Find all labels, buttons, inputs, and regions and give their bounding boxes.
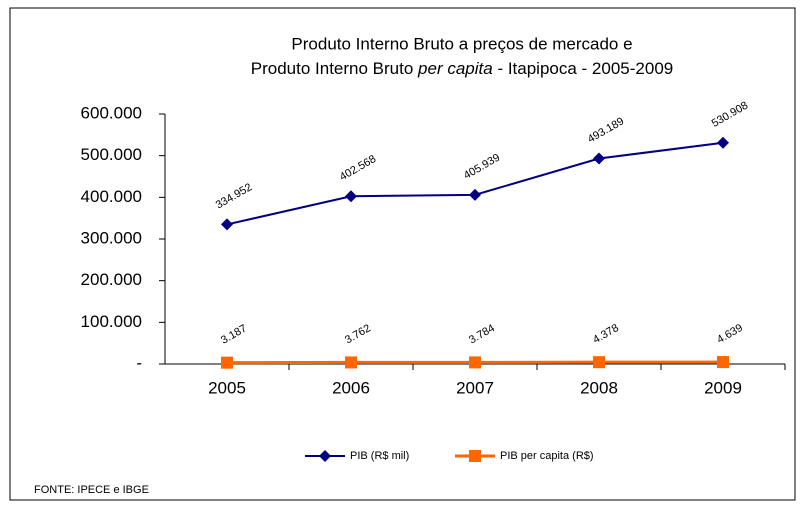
y-tick-label: 200.000 — [81, 270, 142, 289]
data-point — [717, 136, 729, 149]
data-point — [221, 218, 233, 231]
legend-marker — [469, 450, 481, 462]
data-point — [345, 356, 357, 369]
legend-marker — [319, 450, 331, 462]
chart-title: Produto Interno Bruto per capita - Itapi… — [251, 59, 673, 78]
data-point — [593, 356, 605, 369]
y-tick-label: - — [136, 353, 142, 372]
title-part: per capita — [417, 59, 493, 78]
y-tick-label: 500.000 — [81, 145, 142, 164]
data-point — [469, 356, 481, 369]
y-tick-label: 100.000 — [81, 312, 142, 331]
legend-label: PIB (R$ mil) — [350, 450, 409, 462]
y-tick-label: 400.000 — [81, 187, 142, 206]
y-tick-label: 600.000 — [81, 103, 142, 122]
title-part: Produto Interno Bruto — [251, 59, 414, 78]
data-point — [221, 356, 233, 369]
x-tick-label: 2008 — [580, 378, 618, 397]
source-note: FONTE: IPECE e IBGE — [34, 484, 149, 496]
data-point — [717, 356, 729, 369]
x-tick-label: 2007 — [456, 378, 494, 397]
y-tick-label: 300.000 — [81, 228, 142, 247]
x-tick-label: 2006 — [332, 378, 370, 397]
data-point — [469, 188, 481, 201]
data-point — [345, 190, 357, 203]
legend-label: PIB per capita (R$) — [500, 450, 594, 462]
chart-border — [9, 7, 796, 501]
x-tick-label: 2005 — [208, 378, 246, 397]
title-part: - Itapipoca - 2005-2009 — [497, 59, 673, 78]
data-point — [593, 152, 605, 165]
chart-title: Produto Interno Bruto a preços de mercad… — [291, 34, 632, 53]
x-tick-label: 2009 — [704, 378, 742, 397]
